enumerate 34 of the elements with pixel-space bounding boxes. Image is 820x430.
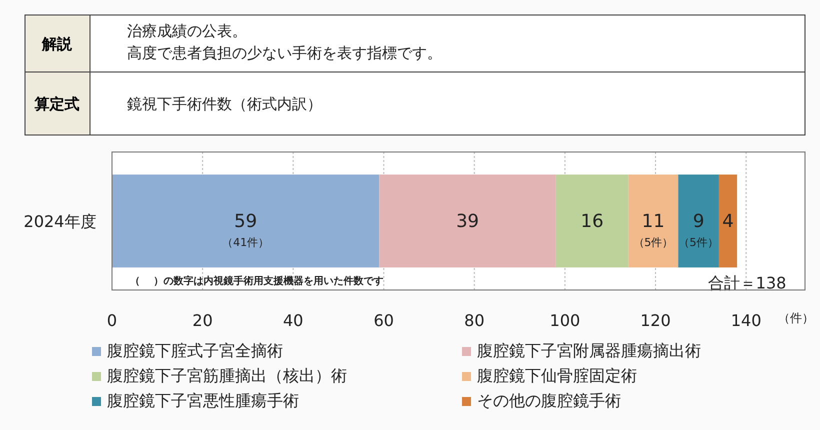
- data-label: 9 （5件）: [678, 211, 719, 249]
- x-tick-label: 0: [106, 311, 118, 330]
- x-axis-title: （件）: [778, 311, 814, 325]
- text: 鏡視下手術件数（術式内訳）: [127, 95, 322, 113]
- text: 高度で患者負担の少ない手術を表す指標です。: [127, 44, 442, 62]
- legend-label: 腹腔鏡下子宮悪性腫瘍手術: [107, 391, 299, 410]
- data-label: 59 （41件）: [222, 211, 270, 249]
- legend-label: 腹腔鏡下子宮附属器腫瘍摘出術: [477, 341, 701, 360]
- x-tick-label: 60: [374, 311, 394, 330]
- x-tick-label: 20: [192, 311, 213, 330]
- bar: [628, 174, 678, 268]
- data-label: 4: [722, 211, 734, 232]
- data-label: 16: [580, 211, 604, 232]
- x-tick-label: 140: [730, 311, 762, 330]
- x-tick-label: 100: [550, 311, 580, 330]
- data-label: 39: [456, 211, 480, 232]
- x-tick-label: 40: [282, 311, 304, 330]
- x-tick-label: 120: [640, 311, 671, 330]
- legend-label: 腹腔鏡下仙骨腟固定術: [477, 366, 637, 385]
- bar: [112, 174, 380, 268]
- bar: [556, 174, 628, 268]
- text: （ ）の数字は内視鏡手術用支援機器を用いた件数です: [130, 275, 384, 287]
- bar: [379, 174, 556, 268]
- y-tick-label: 2024年度: [24, 212, 96, 231]
- data-label: 11 （5件）: [633, 211, 674, 249]
- bar: [718, 174, 738, 268]
- text: 解説: [41, 35, 73, 53]
- legend-label: 腹腔鏡下腟式子宮全摘術: [107, 341, 283, 360]
- text: 治療成績の公表。: [127, 22, 247, 40]
- x-tick-label: 80: [464, 311, 485, 330]
- legend-label: 腹腔鏡下子宮筋腫摘出（核出）術: [107, 366, 347, 385]
- legend-label: その他の腹腔鏡手術: [477, 391, 621, 410]
- bar: [678, 174, 719, 268]
- text: 算定式: [34, 95, 80, 113]
